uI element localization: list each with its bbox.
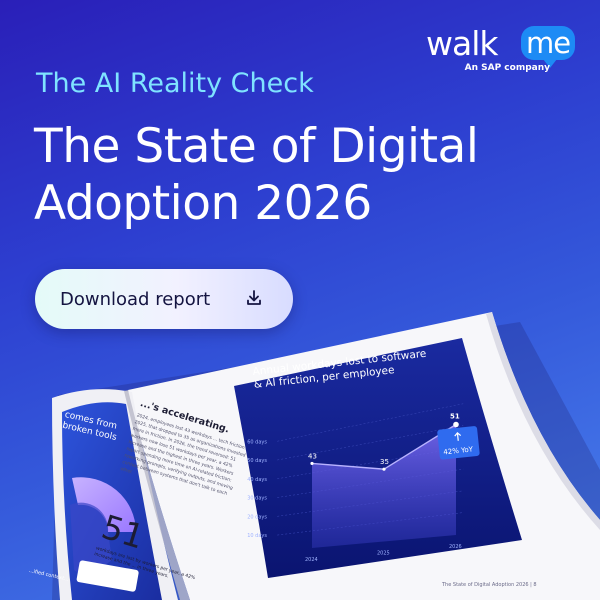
chart-title: Annual workdays lost to software & AI fr… <box>252 347 427 391</box>
report-footer: The State of Digital Adoption 2026 | 8 <box>442 582 537 588</box>
data-point <box>382 467 386 471</box>
download-icon <box>247 290 261 305</box>
y-tick-label: 10 days <box>247 533 267 539</box>
x-tick-label: 2024 <box>305 557 318 563</box>
gridline <box>277 403 464 442</box>
gridline <box>277 490 464 517</box>
gridline <box>277 425 464 461</box>
x-tick-label: 2025 <box>377 551 390 557</box>
download-report-button[interactable]: Download report <box>35 269 293 329</box>
yoy-badge: 42% YoY <box>437 426 480 460</box>
logo-walk-text: walk <box>426 24 498 63</box>
y-tick-label: 50 days <box>247 458 267 464</box>
series-area <box>312 424 456 548</box>
data-point <box>310 461 314 466</box>
x-tick-label: 2026 <box>449 544 462 550</box>
data-point <box>453 421 459 428</box>
gridline <box>277 447 464 480</box>
left-page-content: comes from broken tools ...ified context… <box>28 410 124 583</box>
headline: The State of Digital Adoption 2026 <box>34 119 479 231</box>
left-page-note: ...ified context... <box>28 567 70 583</box>
data-label: 51 <box>450 413 460 421</box>
arrow-up-icon <box>454 432 462 441</box>
svg-text:42% YoY: 42% YoY <box>443 445 474 456</box>
data-label: 35 <box>380 458 389 466</box>
left-page-heading: comes from broken tools <box>61 410 118 443</box>
logo-me-text: me <box>525 26 571 60</box>
gridline <box>277 468 464 498</box>
gridline <box>277 512 464 536</box>
series-line <box>311 423 457 470</box>
logo-speech-bubble: me <box>521 26 575 68</box>
y-tick-label: 30 days <box>247 496 267 502</box>
walkme-logo[interactable]: walk me An SAP company <box>426 24 575 76</box>
y-tick-label: 20 days <box>247 514 267 520</box>
download-report-label: Download report <box>60 288 211 310</box>
eyebrow-title: The AI Reality Check <box>36 68 314 99</box>
logo-tagline: An SAP company <box>464 63 550 73</box>
data-label: 43 <box>308 452 317 460</box>
y-tick-label: 40 days <box>247 477 267 483</box>
